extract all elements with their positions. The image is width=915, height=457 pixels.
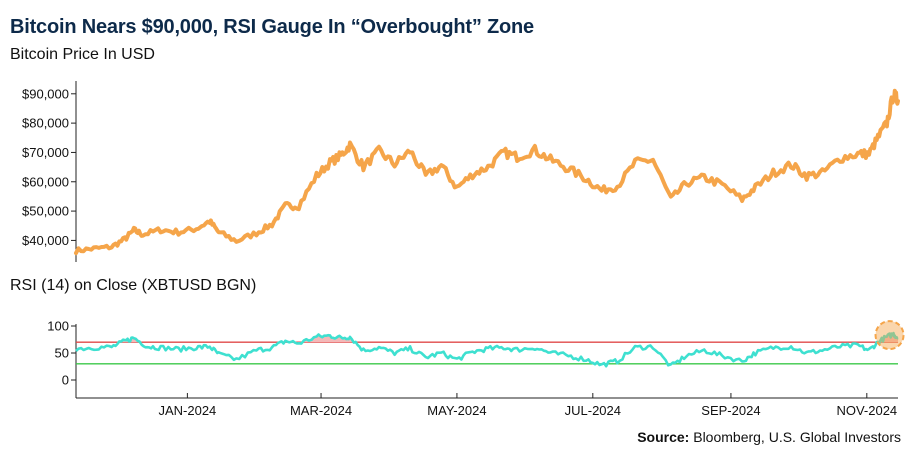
price-y-tick-label: $90,000 <box>22 86 69 101</box>
rsi-y-tick-label: 0 <box>62 373 69 388</box>
price-chart-subtitle: Bitcoin Price In USD <box>10 46 155 63</box>
rsi-x-tick-label: SEP-2024 <box>701 403 760 418</box>
rsi-chart-title: RSI (14) on Close (XBTUSD BGN) <box>10 277 257 294</box>
rsi-highlight-circle <box>874 320 905 351</box>
rsi-x-tick-label: JAN-2024 <box>158 403 216 418</box>
rsi-chart: 0 50 100 JAN-2024 MAR-2024 MAY-2024 JUL-2024 SE… <box>47 319 905 418</box>
rsi-x-tick-label: MAR-2024 <box>290 403 352 418</box>
source-note: Source: Bloomberg, U.S. Global Investors <box>637 429 901 445</box>
price-chart: $40,000 $50,000 $60,000 $70,000 $80,000 $90,0… <box>22 81 900 262</box>
rsi-y-tick-label: 50 <box>55 346 69 361</box>
rsi-x-tick-label: JUL-2024 <box>565 403 621 418</box>
source-label: Source: <box>637 429 690 445</box>
price-series-line <box>74 88 900 256</box>
chart-title: Bitcoin Nears $90,000, RSI Gauge In “Ove… <box>10 16 534 38</box>
rsi-x-tick-label: MAY-2024 <box>427 403 486 418</box>
price-y-tick-label: $70,000 <box>22 145 69 160</box>
price-y-tick-label: $50,000 <box>22 204 69 219</box>
rsi-series-line <box>75 331 899 368</box>
rsi-y-tick-label: 100 <box>47 319 69 334</box>
rsi-x-tick-label: NOV-2024 <box>836 403 897 418</box>
price-y-tick-label: $60,000 <box>22 174 69 189</box>
price-y-tick-label: $80,000 <box>22 116 69 131</box>
source-text: Bloomberg, U.S. Global Investors <box>689 429 901 445</box>
price-y-tick-label: $40,000 <box>22 233 69 248</box>
